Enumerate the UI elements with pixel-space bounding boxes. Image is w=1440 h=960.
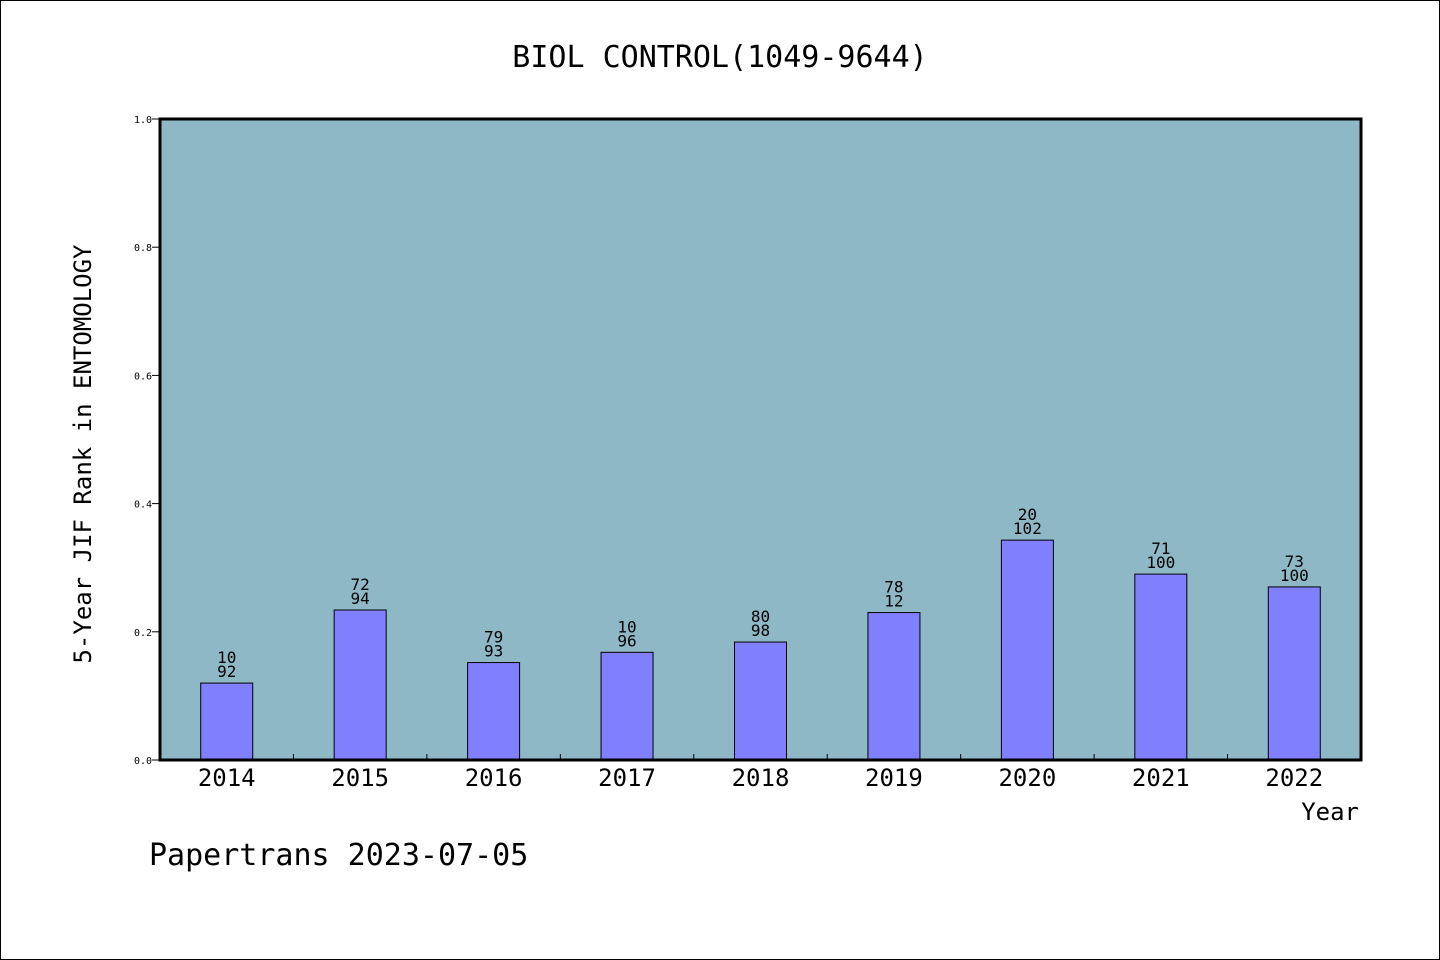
bar-label-top-2022: 73 — [1285, 552, 1304, 571]
bar-2017 — [600, 651, 654, 761]
bar-2014 — [200, 682, 254, 761]
footer-text: Papertrans 2023-07-05 — [149, 838, 528, 873]
x-tick-label-2020: 2020 — [998, 764, 1056, 792]
bar-2016 — [467, 662, 521, 761]
bar-label-top-2017: 10 — [617, 617, 636, 636]
bar-label-bottom-2022: 100 — [1280, 566, 1309, 585]
plot-border — [158, 117, 1363, 762]
bar-2018 — [734, 641, 787, 761]
chart-title: BIOL CONTROL(1049-9644) — [512, 40, 927, 75]
bar-label-top-2021: 71 — [1151, 539, 1170, 558]
bar-label-top-2014: 10 — [217, 648, 236, 667]
x-tick-label-2018: 2018 — [732, 764, 790, 792]
x-tick-label-2019: 2019 — [865, 764, 923, 792]
x-tick-label-2016: 2016 — [465, 764, 523, 792]
bar-2015 — [333, 609, 387, 761]
y-tick-label: 0.8 — [134, 243, 152, 254]
y-axis-label: 5-Year JIF Rank in ENTOMOLOGY — [69, 244, 97, 664]
y-ticks-group: 0.0 0.2 0.4 0.6 0.8 1.0 — [134, 115, 160, 767]
bar-label-bottom-2020: 102 — [1013, 519, 1042, 538]
bar-label-top-2020: 20 — [1018, 505, 1037, 524]
bar-label-top-2019: 78 — [884, 578, 903, 597]
bar-label-bottom-2019: 12 — [884, 592, 903, 611]
bar-label-bottom-2017: 96 — [617, 631, 636, 650]
y-tick-label: 0.6 — [134, 371, 152, 382]
y-tick-label: 1.0 — [134, 115, 152, 126]
y-tick-label: 0.0 — [134, 756, 152, 767]
y-tick-label: 0.2 — [134, 628, 152, 639]
bar-label-top-2016: 79 — [484, 628, 503, 647]
x-tick-label-2014: 2014 — [198, 764, 256, 792]
bar-2021 — [1134, 573, 1188, 761]
x-tick-label-2021: 2021 — [1132, 764, 1190, 792]
x-ticks-group: 2014 2015 2016 2017 2018 2019 2020 2021 2022 — [198, 754, 1323, 792]
y-tick-label: 0.4 — [134, 500, 152, 511]
x-axis-label: Year — [1301, 798, 1359, 826]
bar-label-bottom-2016: 93 — [484, 642, 503, 661]
bar-label-bottom-2014: 92 — [217, 662, 236, 681]
x-tick-label-2017: 2017 — [598, 764, 656, 792]
bar-label-bottom-2018: 98 — [751, 621, 770, 640]
bar-label-top-2015: 72 — [351, 575, 370, 594]
bar-2020 — [1000, 539, 1054, 761]
bar-label-top-2018: 80 — [751, 607, 770, 626]
bar-label-bottom-2015: 94 — [351, 589, 370, 608]
bar-2022 — [1267, 586, 1321, 761]
x-tick-label-2015: 2015 — [331, 764, 389, 792]
bar-2019 — [867, 612, 921, 761]
bars-group — [200, 539, 1321, 761]
bar-label-bottom-2021: 100 — [1146, 553, 1175, 572]
x-tick-label-2022: 2022 — [1265, 764, 1323, 792]
